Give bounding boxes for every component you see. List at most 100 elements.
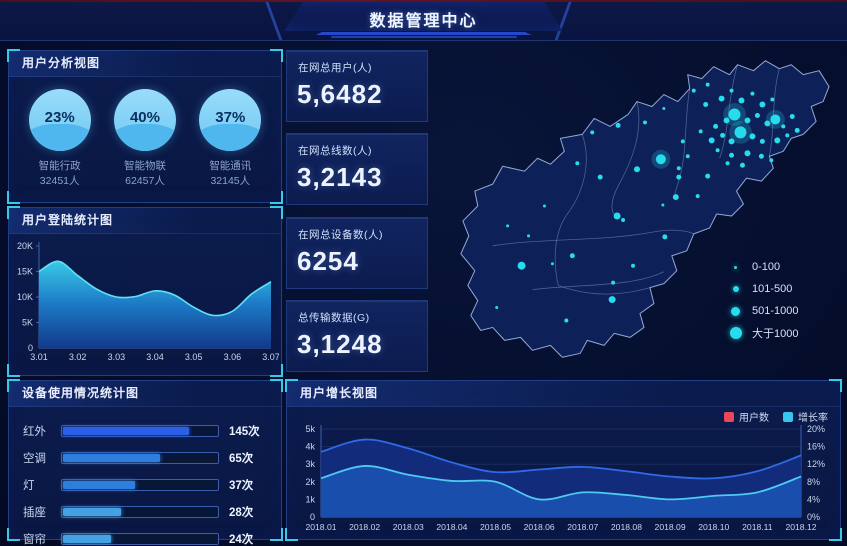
map-dot	[608, 296, 616, 304]
map-dot	[655, 154, 666, 165]
growth-dual-axis-chart: 0 1k 2k 3k 4k 5k 0% 4% 8% 12% 16% 20% 2018.01 2018.02…	[305, 424, 825, 532]
legend-dot-icon	[730, 327, 742, 339]
map-legend: 0-100 101-500 501-1000 大于1000	[729, 256, 799, 344]
map-dot	[698, 129, 703, 134]
map-dot	[672, 194, 679, 201]
top-accent-line	[0, 0, 847, 2]
device-value: 37次	[229, 480, 254, 492]
tick-label: 20%	[807, 424, 825, 434]
map-dot	[506, 224, 510, 228]
map-dot	[744, 117, 751, 124]
tick-label: 16%	[807, 442, 825, 452]
panel-title-login-stats: 用户登陆统计图	[9, 208, 281, 234]
gauge-percent: 23%	[44, 109, 75, 126]
tick-label: 4%	[807, 494, 820, 504]
tick-label: 2018.01	[305, 522, 336, 532]
map-legend-item: 101-500	[729, 278, 799, 300]
map-dot	[770, 97, 775, 102]
device-label: 灯	[23, 480, 35, 492]
map-dot	[715, 148, 720, 153]
device-value: 24次	[229, 534, 254, 546]
map-dot	[575, 161, 580, 166]
region-map: 0-100 101-500 501-1000 大于1000	[433, 46, 841, 376]
map-dot	[613, 212, 621, 220]
tick-label: 2k	[305, 477, 315, 487]
tick-label: 0	[28, 343, 33, 353]
map-dot	[611, 280, 616, 285]
legend-dot-icon	[734, 265, 737, 269]
device-label: 红外	[23, 426, 46, 438]
gauge-row: 23% 智能行政 32451人 40% 智能物联 62457人	[9, 77, 281, 189]
tick-label: 15K	[17, 267, 33, 277]
gauge-label: 智能通讯 32145人	[209, 160, 252, 188]
map-dot	[794, 127, 800, 133]
device-bar-fill	[63, 481, 135, 489]
map-dot	[754, 112, 760, 118]
device-value: 145次	[229, 426, 260, 438]
legend-item-growth-rate[interactable]: 增长率	[783, 409, 828, 424]
device-bar-track	[61, 425, 219, 437]
liquid-gauge: 23% 智能行政 32451人	[20, 89, 100, 189]
map-dot	[495, 306, 499, 310]
map-dot	[705, 82, 710, 87]
tick-label: 3.02	[69, 352, 87, 362]
tick-label: 5K	[22, 318, 33, 328]
map-dot	[569, 253, 575, 259]
map-dot	[713, 123, 719, 129]
tick-label: 3k	[305, 459, 315, 469]
stat-card-column: 在网总用户(人) 5,6482 在网总线数(人) 3,2143 在网总设备数(人…	[286, 50, 428, 372]
tick-label: 10K	[17, 292, 33, 302]
device-value: 28次	[229, 507, 254, 519]
stat-value: 6254	[297, 245, 359, 276]
stat-card-online-devices: 在网总设备数(人) 6254	[286, 216, 428, 289]
legend-item-users[interactable]: 用户数	[724, 409, 769, 424]
map-dot	[720, 132, 726, 138]
tick-label: 0	[310, 512, 315, 522]
tick-label: 3.06	[224, 352, 242, 362]
device-label: 空调	[23, 453, 46, 465]
device-bar-fill	[63, 454, 160, 462]
stat-label: 在网总线数(人)	[298, 145, 372, 158]
stat-value: 3,2143	[297, 162, 383, 193]
map-dot	[550, 262, 554, 266]
device-label: 插座	[23, 507, 46, 519]
map-dot	[527, 234, 531, 238]
tick-label: 3.05	[185, 352, 203, 362]
header-underline-decoration-2	[330, 36, 517, 38]
tick-label: 3.04	[146, 352, 164, 362]
map-dot	[542, 204, 546, 208]
device-bar-track	[61, 506, 219, 518]
liquid-wave	[28, 124, 91, 151]
gauge-label: 智能行政 32451人	[38, 160, 81, 188]
map-dot	[759, 101, 766, 108]
map-dot	[564, 318, 569, 323]
tick-label: 2018.02	[349, 522, 380, 532]
panel-login-stats: 用户登陆统计图 0 5K 10K 15K 20K 3.01 3.02 3.03 3.04 3.05…	[7, 206, 283, 377]
device-bar-fill	[63, 427, 190, 435]
map-dot	[597, 174, 603, 180]
device-bar-fill	[63, 508, 121, 516]
device-bar-row: 灯 37次	[23, 475, 267, 495]
panel-device-usage: 设备使用情况统计图 红外 145次 空调 65次 灯 37次 插座 28次	[7, 379, 283, 546]
stat-label: 在网总设备数(人)	[298, 228, 383, 241]
tick-label: 2018.03	[393, 522, 424, 532]
header-underline-decoration	[315, 32, 532, 35]
stat-label: 在网总用户(人)	[298, 62, 372, 74]
panel-title-user-growth: 用户增长视图	[287, 381, 840, 407]
map-dot	[676, 166, 681, 171]
tick-label: 2018.05	[480, 522, 511, 532]
device-bar-list: 红外 145次 空调 65次 灯 37次 插座 28次 窗帘	[9, 407, 281, 546]
map-dot	[621, 217, 626, 222]
stat-card-total-data: 总传输数据(G) 3,1248	[286, 299, 428, 372]
map-dot	[789, 113, 795, 119]
map-dot	[662, 234, 668, 240]
legend-dot-icon	[731, 306, 740, 316]
map-dot	[725, 161, 730, 166]
liquid-gauge: 40% 智能物联 62457人	[105, 89, 185, 189]
map-dot	[759, 138, 765, 144]
map-dot	[695, 194, 700, 199]
map-dot	[590, 130, 595, 135]
map-dot	[615, 122, 621, 128]
liquid-gauge-circle: 37%	[199, 89, 262, 151]
map-dot	[634, 166, 640, 173]
